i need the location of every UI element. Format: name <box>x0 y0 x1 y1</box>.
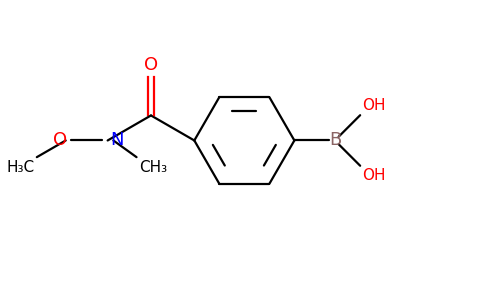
Text: N: N <box>110 130 123 148</box>
Text: O: O <box>54 131 68 149</box>
Text: B: B <box>329 131 341 149</box>
Text: H₃C: H₃C <box>6 160 34 175</box>
Text: OH: OH <box>362 168 386 183</box>
Text: OH: OH <box>362 98 386 113</box>
Text: CH₃: CH₃ <box>139 160 167 175</box>
Text: O: O <box>144 56 158 74</box>
